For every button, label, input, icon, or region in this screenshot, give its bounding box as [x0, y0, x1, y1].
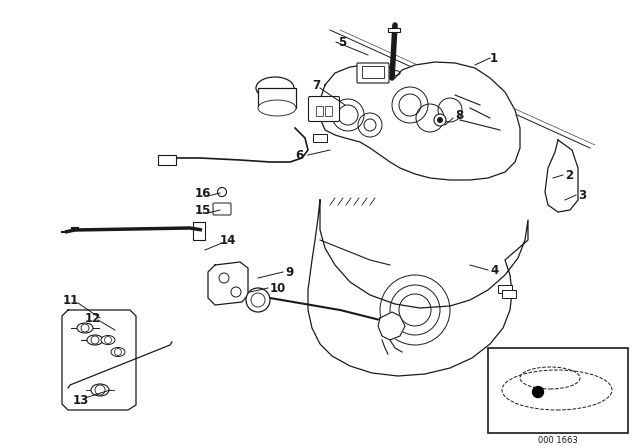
Polygon shape	[62, 310, 136, 410]
Text: 15: 15	[195, 203, 211, 216]
Polygon shape	[320, 62, 520, 180]
Text: 6: 6	[295, 148, 303, 161]
Polygon shape	[208, 262, 248, 305]
Text: 14: 14	[220, 233, 236, 246]
Bar	[258, 88, 296, 108]
Text: 5: 5	[338, 35, 346, 48]
FancyBboxPatch shape	[213, 203, 231, 215]
Bar	[316, 106, 323, 116]
Ellipse shape	[258, 100, 296, 116]
Polygon shape	[308, 200, 528, 376]
Ellipse shape	[256, 77, 294, 99]
Polygon shape	[378, 312, 405, 340]
Text: 16: 16	[195, 186, 211, 199]
Polygon shape	[545, 140, 578, 212]
Ellipse shape	[101, 336, 115, 345]
Bar	[362, 66, 384, 78]
Ellipse shape	[77, 323, 93, 333]
Bar	[388, 28, 400, 32]
Bar	[502, 290, 516, 298]
Text: 3: 3	[578, 189, 586, 202]
Circle shape	[246, 288, 270, 312]
Ellipse shape	[91, 384, 109, 396]
Circle shape	[532, 387, 543, 397]
Bar	[313, 134, 327, 142]
Text: 8: 8	[455, 108, 463, 121]
Text: 2: 2	[565, 168, 573, 181]
Circle shape	[434, 114, 446, 126]
Text: 000 1663: 000 1663	[538, 435, 578, 444]
Bar	[158, 155, 176, 165]
Ellipse shape	[111, 348, 125, 357]
Text: 13: 13	[73, 393, 89, 406]
Circle shape	[437, 117, 443, 123]
Ellipse shape	[87, 335, 103, 345]
Text: 10: 10	[270, 281, 286, 294]
Text: 1: 1	[490, 52, 498, 65]
Bar	[498, 285, 512, 293]
FancyBboxPatch shape	[357, 63, 389, 83]
Bar	[488, 348, 628, 433]
FancyBboxPatch shape	[308, 96, 339, 121]
Bar	[325, 106, 332, 116]
Text: 11: 11	[63, 293, 79, 306]
Text: 7: 7	[312, 78, 320, 91]
Text: 12: 12	[85, 311, 101, 324]
Text: 9: 9	[285, 266, 293, 279]
Text: 4: 4	[490, 263, 499, 276]
